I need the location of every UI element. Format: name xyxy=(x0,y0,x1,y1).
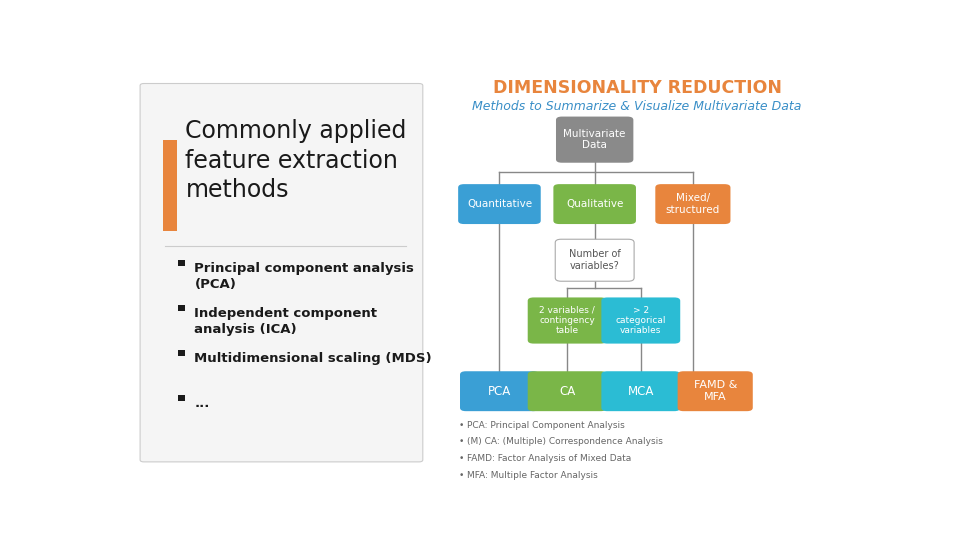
Text: DIMENSIONALITY REDUCTION: DIMENSIONALITY REDUCTION xyxy=(492,79,781,97)
FancyBboxPatch shape xyxy=(178,395,185,401)
Text: Multidimensional scaling (MDS): Multidimensional scaling (MDS) xyxy=(194,352,432,365)
Text: Independent component
analysis (ICA): Independent component analysis (ICA) xyxy=(194,307,377,336)
Text: Mixed/
structured: Mixed/ structured xyxy=(665,193,720,215)
FancyBboxPatch shape xyxy=(678,371,753,411)
FancyBboxPatch shape xyxy=(458,184,540,224)
Text: FAMD: Factor Analysis of Mixed Data: FAMD: Factor Analysis of Mixed Data xyxy=(468,454,632,463)
FancyBboxPatch shape xyxy=(178,305,185,312)
Text: •: • xyxy=(458,437,464,447)
Text: •: • xyxy=(458,454,464,463)
FancyBboxPatch shape xyxy=(601,371,681,411)
FancyBboxPatch shape xyxy=(601,298,681,343)
Text: PCA: Principal Component Analysis: PCA: Principal Component Analysis xyxy=(468,421,625,430)
Text: Commonly applied
feature extraction
methods: Commonly applied feature extraction meth… xyxy=(185,119,407,202)
Text: MCA: MCA xyxy=(628,384,654,397)
FancyBboxPatch shape xyxy=(460,371,539,411)
Text: ...: ... xyxy=(194,396,210,410)
Text: Multivariate
Data: Multivariate Data xyxy=(564,129,626,151)
FancyBboxPatch shape xyxy=(555,239,635,281)
Text: •: • xyxy=(458,471,464,480)
FancyBboxPatch shape xyxy=(140,84,422,462)
FancyBboxPatch shape xyxy=(178,260,185,266)
Text: MFA: Multiple Factor Analysis: MFA: Multiple Factor Analysis xyxy=(468,471,598,480)
Text: (M) CA: (Multiple) Correspondence Analysis: (M) CA: (Multiple) Correspondence Analys… xyxy=(468,437,663,447)
FancyBboxPatch shape xyxy=(553,184,636,224)
Text: PCA: PCA xyxy=(488,384,511,397)
FancyBboxPatch shape xyxy=(656,184,731,224)
FancyBboxPatch shape xyxy=(163,140,177,231)
Text: Methods to Summarize & Visualize Multivariate Data: Methods to Summarize & Visualize Multiva… xyxy=(472,100,802,113)
Text: Number of
variables?: Number of variables? xyxy=(568,249,620,271)
Text: Qualitative: Qualitative xyxy=(566,199,623,209)
Text: CA: CA xyxy=(559,384,575,397)
Text: FAMD &
MFA: FAMD & MFA xyxy=(693,380,737,402)
Text: 2 variables /
contingency
table: 2 variables / contingency table xyxy=(540,306,595,335)
Text: Quantitative: Quantitative xyxy=(467,199,532,209)
FancyBboxPatch shape xyxy=(528,371,607,411)
Text: Principal component analysis
(PCA): Principal component analysis (PCA) xyxy=(194,262,415,291)
FancyBboxPatch shape xyxy=(556,117,634,163)
FancyBboxPatch shape xyxy=(178,349,185,356)
FancyBboxPatch shape xyxy=(528,298,607,343)
Text: •: • xyxy=(458,421,464,430)
Text: > 2
categorical
variables: > 2 categorical variables xyxy=(615,306,666,335)
